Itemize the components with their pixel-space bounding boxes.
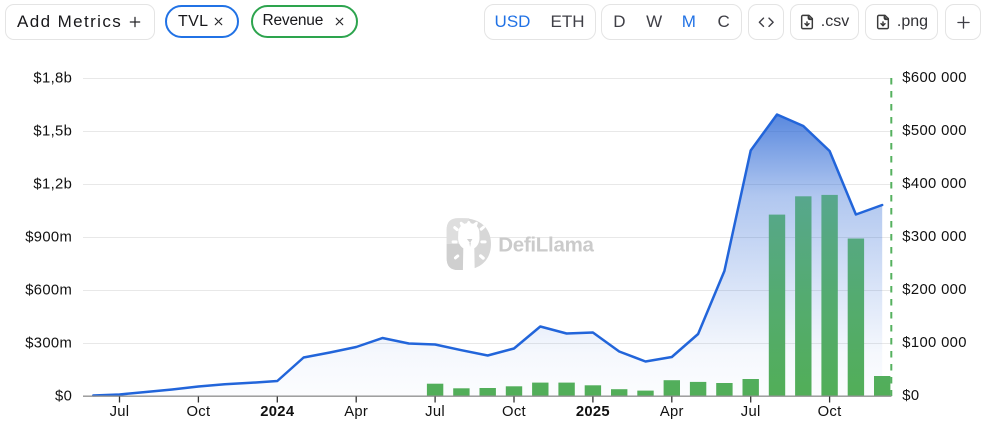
svg-text:Jul: Jul: [425, 404, 445, 420]
svg-text:Apr: Apr: [344, 404, 368, 420]
svg-text:Jul: Jul: [741, 404, 761, 420]
svg-text:$0: $0: [55, 389, 72, 405]
svg-text:$200 000: $200 000: [902, 282, 967, 298]
svg-text:$600m: $600m: [25, 283, 72, 299]
svg-text:$300 000: $300 000: [902, 229, 967, 245]
svg-text:$100 000: $100 000: [902, 335, 967, 351]
svg-text:Jul: Jul: [110, 404, 130, 420]
svg-text:Apr: Apr: [660, 404, 684, 420]
svg-text:Oct: Oct: [186, 404, 210, 420]
svg-text:$1,2b: $1,2b: [33, 177, 72, 193]
svg-text:Oct: Oct: [502, 404, 526, 420]
svg-text:Oct: Oct: [818, 404, 842, 420]
svg-text:$400 000: $400 000: [902, 176, 967, 192]
svg-text:$1,5b: $1,5b: [33, 124, 72, 140]
svg-text:2025: 2025: [576, 404, 610, 420]
svg-text:$900m: $900m: [25, 230, 72, 246]
svg-text:DefiLlama: DefiLlama: [498, 234, 594, 257]
svg-text:$300m: $300m: [25, 336, 72, 352]
svg-text:$0: $0: [902, 388, 919, 404]
svg-text:2024: 2024: [260, 404, 295, 420]
svg-text:$500 000: $500 000: [902, 123, 967, 139]
svg-text:$1,8b: $1,8b: [33, 71, 72, 87]
svg-text:$600 000: $600 000: [902, 70, 967, 86]
